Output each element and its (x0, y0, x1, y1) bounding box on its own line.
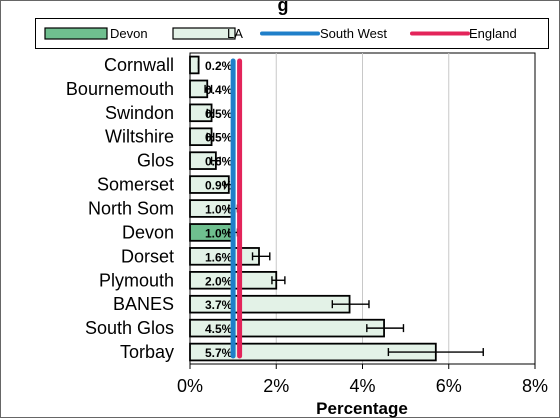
x-tick-label: 4% (349, 376, 375, 396)
category-label-devon: Devon (122, 222, 174, 242)
bar-cornwall (189, 55, 200, 75)
value-label-plymouth: 2.0% (205, 274, 233, 288)
category-label-banes: BANES (113, 294, 174, 314)
legend-label-devon: Devon (110, 26, 148, 41)
value-label-wiltshire: 0.5% (205, 131, 233, 145)
category-label-swindon: Swindon (105, 103, 174, 123)
category-label-north-som: North Som (88, 199, 174, 219)
value-label-dorset: 1.6% (205, 250, 233, 264)
value-label-bournemouth: 0.4% (205, 83, 233, 97)
legend-label-la: LA (227, 26, 243, 41)
category-label-plymouth: Plymouth (99, 270, 174, 290)
x-tick-label: 8% (522, 376, 548, 396)
chart-title-fragment: g (278, 0, 289, 15)
category-label-somerset: Somerset (97, 175, 174, 195)
value-label-north-som: 1.0% (205, 203, 233, 217)
category-label-south-glos: South Glos (85, 318, 174, 338)
legend-label-england: England (469, 26, 517, 41)
value-label-glos: 0.6% (205, 155, 233, 169)
category-label-bournemouth: Bournemouth (66, 79, 174, 99)
legend-swatch-devon (44, 27, 108, 40)
x-tick-label: 2% (263, 376, 289, 396)
category-label-cornwall: Cornwall (104, 55, 174, 75)
category-label-dorset: Dorset (121, 246, 174, 266)
category-label-glos: Glos (137, 151, 174, 171)
legend-label-south-west: South West (320, 26, 387, 41)
x-tick-label: 0% (177, 376, 203, 396)
value-label-torbay: 5.7% (205, 346, 233, 360)
category-label-torbay: Torbay (120, 342, 174, 362)
value-label-swindon: 0.5% (205, 107, 233, 121)
value-label-cornwall: 0.2% (205, 59, 233, 73)
value-label-devon: 1.0% (205, 226, 233, 240)
x-tick-label: 6% (436, 376, 462, 396)
legend-swatch-la (172, 27, 236, 40)
category-label-wiltshire: Wiltshire (105, 127, 174, 147)
value-label-south-glos: 4.5% (205, 322, 233, 336)
x-axis-label: Percentage (316, 399, 408, 418)
value-label-banes: 3.7% (205, 298, 233, 312)
value-label-somerset: 0.9% (205, 179, 233, 193)
